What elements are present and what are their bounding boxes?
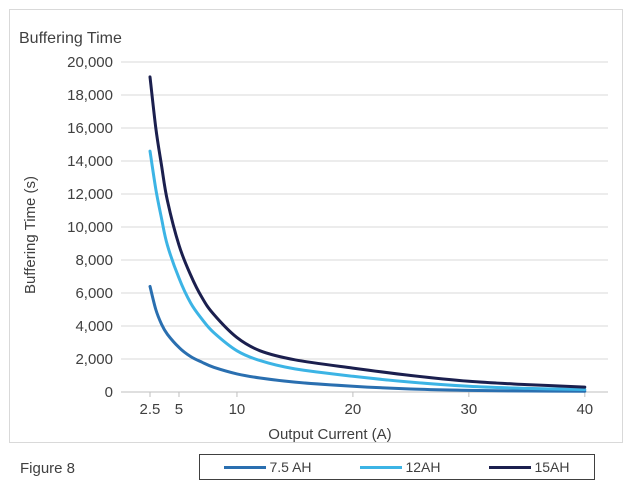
chart-title: Buffering Time xyxy=(19,30,122,47)
x-tick-label: 2.5 xyxy=(140,401,161,418)
y-tick-label: 16,000 xyxy=(67,120,113,137)
y-tick-label: 2,000 xyxy=(75,351,113,368)
y-tick-label: 4,000 xyxy=(75,318,113,335)
legend-swatch-12ah xyxy=(360,465,403,469)
series-line-1 xyxy=(148,149,587,391)
y-tick-label: 0 xyxy=(105,384,113,401)
y-axis-title: Buffering Time (s) xyxy=(22,176,39,294)
y-tick-label: 14,000 xyxy=(67,153,113,170)
grid-lines xyxy=(121,61,608,393)
legend-item-15ah: 15AH xyxy=(489,459,570,475)
figure-footer: Figure 8 7.5 AH 12AH 15AH xyxy=(0,450,632,491)
series-lines xyxy=(148,75,587,393)
y-tick-label: 18,000 xyxy=(67,87,113,104)
figure-label: Figure 8 xyxy=(20,460,76,477)
y-tick-label: 12,000 xyxy=(67,186,113,203)
x-tick-label: 30 xyxy=(461,401,478,418)
line-chart: Buffering Time 0 2,000 4,000 6,000 8,000 10,0… xyxy=(19,30,608,442)
y-tick-label: 6,000 xyxy=(75,285,113,302)
legend-label-7-5ah: 7.5 AH xyxy=(269,459,312,475)
x-tick-label: 10 xyxy=(229,401,246,418)
legend-label-15ah: 15AH xyxy=(534,459,570,475)
legend: 7.5 AH 12AH 15AH xyxy=(199,454,595,480)
legend-item-7-5ah: 7.5 AH xyxy=(224,459,312,475)
legend-swatch-7-5ah xyxy=(224,465,267,469)
y-tick-label: 20,000 xyxy=(67,54,113,71)
y-tick-label: 8,000 xyxy=(75,252,113,269)
x-tick-label: 40 xyxy=(576,401,593,418)
legend-label-12ah: 12AH xyxy=(405,459,441,475)
x-axis-title: Output Current (A) xyxy=(268,426,391,442)
series-line-2 xyxy=(148,75,587,389)
chart-frame: Buffering Time 0 2,000 4,000 6,000 8,000 10,0… xyxy=(9,9,623,443)
y-tick-labels: 0 2,000 4,000 6,000 8,000 10,000 12,000 14,000 1… xyxy=(67,54,113,401)
x-tick-label: 5 xyxy=(175,401,183,418)
y-tick-label: 10,000 xyxy=(67,219,113,236)
legend-swatch-15ah xyxy=(489,465,532,469)
series-line-0 xyxy=(148,284,587,393)
legend-item-12ah: 12AH xyxy=(360,459,441,475)
x-tick-labels: 2.5 5 10 20 30 40 xyxy=(140,392,593,418)
x-tick-label: 20 xyxy=(345,401,362,418)
